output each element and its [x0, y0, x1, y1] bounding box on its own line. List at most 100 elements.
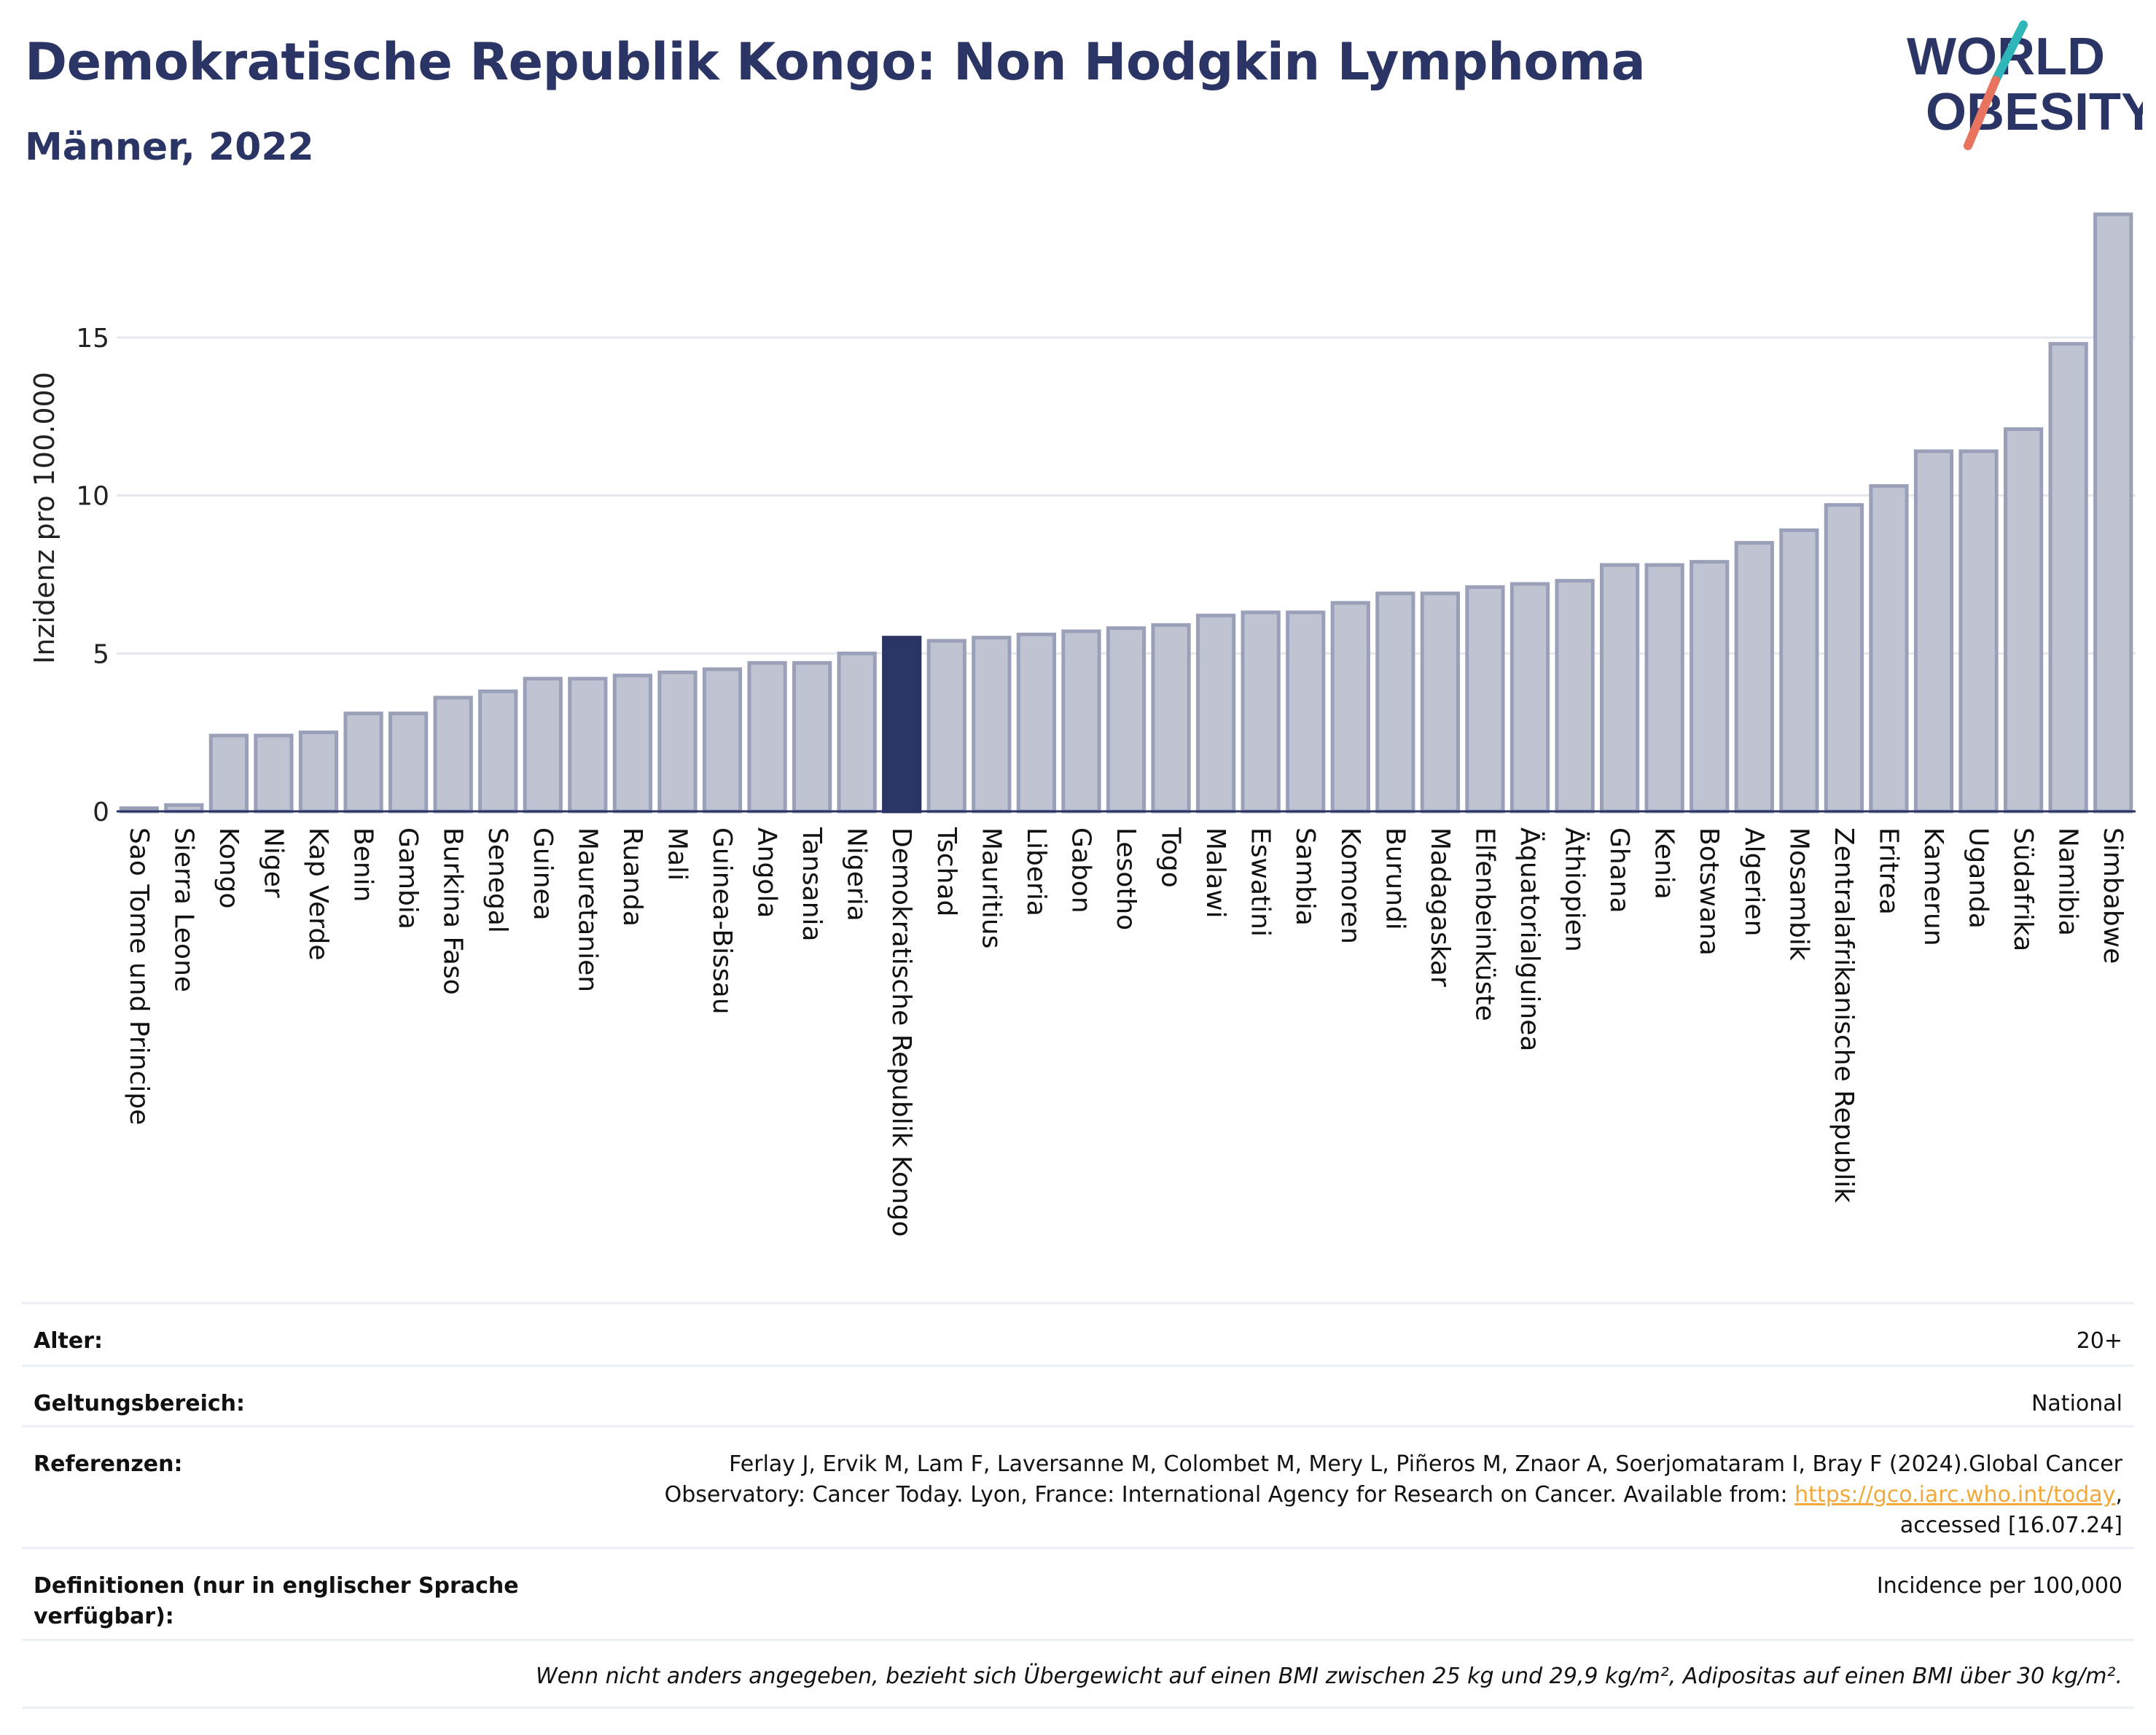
- bar-eritrea: [1869, 484, 1909, 814]
- x-tick-label: Sierra Leone: [168, 827, 198, 992]
- x-tick-label: Malawi: [1200, 827, 1230, 919]
- bar-chart: 0 5 10 15 Sao Tome und Principe Sierra Leone…: [28, 212, 2136, 1237]
- x-tick-label: Liberia: [1021, 827, 1051, 916]
- bars: [119, 212, 2133, 814]
- y-tick-label: 10: [76, 482, 109, 512]
- bar-madagaskar: [1420, 591, 1461, 814]
- page-subtitle: Männer, 2022: [25, 125, 314, 169]
- x-tick-label: Sambia: [1290, 827, 1320, 926]
- bar-ghana: [1599, 563, 1640, 814]
- x-tick-label: Kamerun: [1918, 827, 1948, 946]
- bar-botswana: [1690, 560, 1730, 814]
- world-obesity-logo: WORLD OBESITY: [1907, 20, 2143, 150]
- x-tick-label: Demokratische Republik Kongo: [886, 827, 916, 1237]
- bar-mosambik: [1779, 528, 1819, 814]
- bar-nigeria: [837, 651, 877, 814]
- bar-mauritius: [972, 636, 1012, 814]
- x-tick-label: Gambia: [393, 827, 423, 929]
- x-tick-label: Elfenbeinküste: [1469, 827, 1499, 1021]
- bar-komoren: [1330, 601, 1370, 814]
- references-link[interactable]: https://gco.iarc.who.int/today: [1794, 1482, 2116, 1508]
- definitions-label: Definitionen (nur in englischer Sprache …: [34, 1573, 519, 1629]
- x-tick-label: Äquatorialguinea: [1515, 827, 1545, 1051]
- bar-zentralafrikanische-republik: [1824, 503, 1864, 814]
- x-tick-label: Tschad: [931, 827, 961, 916]
- bar-togo: [1151, 623, 1191, 814]
- x-tick-label: Tansania: [797, 827, 827, 942]
- bar-guinea: [523, 677, 563, 814]
- logo-slash-teal: [1991, 20, 2028, 85]
- bar-niger: [254, 733, 294, 814]
- y-axis-ticks: 0 5 10 15: [76, 324, 109, 827]
- x-tick-label: Senegal: [483, 827, 512, 933]
- scope-value: National: [2031, 1391, 2122, 1416]
- bar-burkina-faso: [433, 695, 473, 814]
- x-tick-label: Mali: [662, 827, 692, 881]
- x-tick-label: Niger: [258, 827, 288, 898]
- x-tick-label: Togo: [1156, 827, 1186, 888]
- x-tick-label: Kongo: [214, 827, 243, 909]
- bar-gabon: [1061, 629, 1101, 814]
- x-tick-label: Kenia: [1649, 827, 1679, 900]
- references-suffix: , accessed [16.07.24]: [1899, 1482, 2122, 1538]
- bar-burundi: [1375, 591, 1415, 814]
- bar-senegal: [478, 689, 518, 814]
- x-tick-label: Mosambik: [1784, 827, 1813, 961]
- x-tick-label: Südafrika: [2008, 827, 2038, 951]
- bar-tschad: [926, 639, 966, 814]
- info-row-age: Alter: 20+: [22, 1302, 2134, 1365]
- x-tick-label: Namibia: [2053, 827, 2083, 936]
- x-tick-label: Eswatini: [1246, 827, 1276, 937]
- x-tick-label: Nigeria: [842, 827, 872, 921]
- x-axis-labels: Sao Tome und Principe Sierra Leone Kongo Ni…: [124, 827, 2128, 1237]
- y-tick-label: 5: [93, 639, 109, 669]
- bar-angola: [747, 660, 787, 814]
- x-tick-label: Mauritius: [976, 827, 1006, 948]
- bar-malawi: [1195, 613, 1236, 814]
- x-tick-label: Uganda: [1964, 827, 1993, 929]
- x-tick-label: Burundi: [1380, 827, 1410, 930]
- bar-demokratische-republik-kongo: [882, 636, 922, 814]
- bar-namibia: [2048, 342, 2088, 814]
- references-label: Referenzen:: [34, 1451, 183, 1477]
- info-table: Alter: 20+ Geltungsbereich: National Ref…: [22, 1302, 2134, 1709]
- bar-ruanda: [612, 674, 653, 814]
- bar-kamerun: [1913, 449, 1954, 814]
- scope-label: Geltungsbereich:: [34, 1391, 246, 1416]
- bar-lesotho: [1106, 626, 1147, 814]
- bar-guinea-bissau: [702, 667, 743, 814]
- x-tick-label: Guinea-Bissau: [707, 827, 737, 1015]
- bar-mali: [657, 670, 698, 814]
- x-tick-label: Mauretanien: [572, 827, 602, 992]
- x-tick-label: Ruanda: [617, 827, 647, 927]
- x-tick-label: Simbabwe: [2098, 827, 2128, 964]
- x-tick-label: Madagaskar: [1425, 827, 1455, 987]
- x-tick-label: Gabon: [1066, 827, 1095, 913]
- bar-liberia: [1016, 632, 1057, 814]
- info-row-definitions: Definitionen (nur in englischer Sprache …: [22, 1547, 2134, 1639]
- x-tick-label: Botswana: [1694, 827, 1724, 956]
- x-tick-label: Burkina Faso: [438, 827, 468, 995]
- x-tick-label: Sao Tome und Principe: [124, 827, 154, 1125]
- info-row-references: Referenzen: Ferlay J, Ervik M, Lam F, La…: [22, 1425, 2134, 1547]
- bar-eswatini: [1241, 610, 1281, 814]
- bar-elfenbeinküste: [1465, 585, 1505, 814]
- x-tick-label: Guinea: [528, 827, 558, 921]
- bar-kongo: [208, 733, 249, 814]
- x-tick-label: Äthiopien: [1560, 827, 1590, 952]
- x-tick-label: Zentralafrikanische Republik: [1829, 827, 1859, 1203]
- x-tick-label: Algerien: [1739, 827, 1769, 936]
- references-text: Ferlay J, Ervik M, Lam F, Laversanne M, …: [664, 1451, 2122, 1508]
- x-tick-label: Komoren: [1335, 827, 1365, 944]
- age-value: 20+: [2076, 1328, 2122, 1354]
- references-value: Ferlay J, Ervik M, Lam F, Laversanne M, …: [592, 1449, 2122, 1541]
- y-tick-label: 0: [93, 798, 109, 827]
- info-row-scope: Geltungsbereich: National: [22, 1365, 2134, 1425]
- logo-text-obesity: OBESITY: [1926, 83, 2143, 141]
- x-tick-label: Kap Verde: [303, 827, 333, 960]
- bar-tansania: [792, 660, 832, 814]
- bar-simbabwe: [2093, 212, 2133, 814]
- bar-uganda: [1958, 449, 1999, 814]
- bar-mauretanien: [568, 677, 608, 814]
- bar-äquatorialguinea: [1509, 582, 1550, 814]
